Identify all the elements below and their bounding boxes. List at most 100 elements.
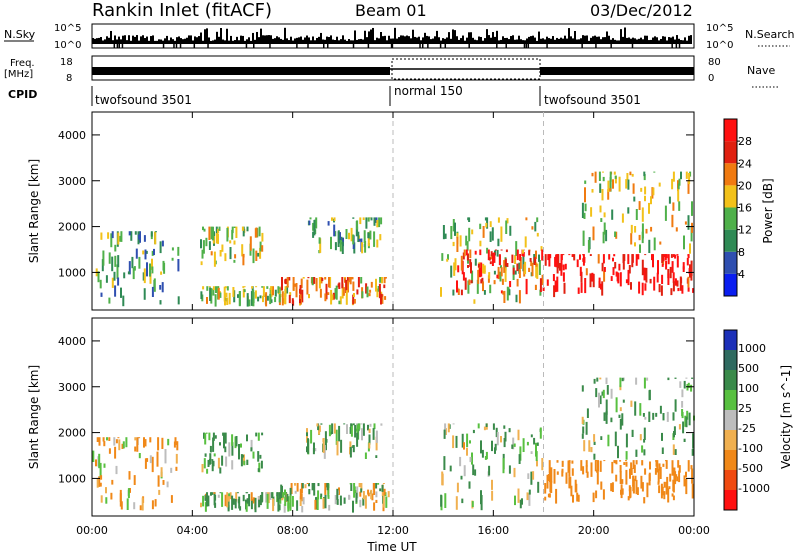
power-cell <box>278 287 281 303</box>
velocity-cell <box>373 423 376 430</box>
velocity-cell <box>673 467 676 483</box>
power-cell <box>341 241 344 254</box>
nsky-bar <box>378 38 380 44</box>
velocity-cell <box>352 423 355 426</box>
nsky-bar <box>108 37 110 44</box>
velocity-cell <box>635 377 638 385</box>
power-cell <box>464 277 467 290</box>
nsky-bar <box>376 37 378 44</box>
power-colorbar-swatch <box>724 273 737 296</box>
power-cell <box>255 286 258 288</box>
nsky-bar <box>640 37 642 44</box>
power-cell <box>515 241 518 256</box>
nsky-bar <box>612 38 614 44</box>
nsky-bar <box>94 38 96 44</box>
power-cell <box>217 228 220 233</box>
power-cell <box>457 265 460 273</box>
power-cell <box>630 282 632 290</box>
power-cell <box>457 288 460 295</box>
power-cell <box>667 254 670 265</box>
nsky-bar <box>614 39 616 44</box>
power-cell <box>638 234 641 241</box>
nsky-bar <box>464 40 466 44</box>
power-cell <box>360 277 363 284</box>
velocity-cell <box>209 453 212 461</box>
nsky-bar <box>586 35 588 44</box>
power-cell <box>159 285 162 290</box>
velocity-cell <box>614 431 617 447</box>
power-cell <box>262 286 265 297</box>
velocity-cell <box>610 417 613 423</box>
power-cell <box>652 254 654 268</box>
power-cell <box>108 252 111 264</box>
velocity-cell <box>211 459 214 464</box>
velocity-cell <box>661 432 663 441</box>
velocity-cell <box>95 459 97 467</box>
nsky-bar <box>672 36 674 44</box>
velocity-cell <box>209 459 211 465</box>
velocity-cell <box>334 495 337 505</box>
nsky-bar <box>348 39 350 44</box>
velocity-cell <box>284 496 287 506</box>
power-cell <box>490 251 493 256</box>
power-cell <box>610 276 613 281</box>
power-cell <box>499 271 502 282</box>
nsky-bar <box>448 32 450 44</box>
velocity-cell <box>548 460 551 474</box>
nsky-bar <box>474 39 476 44</box>
velocity-cell <box>246 498 249 504</box>
velocity-cell <box>606 385 609 395</box>
power-cell <box>577 287 580 294</box>
velocity-cell <box>257 468 260 472</box>
nsky-bar <box>580 38 582 44</box>
power-cell <box>489 221 492 227</box>
nsky-bar <box>428 36 430 44</box>
velocity-cell <box>122 441 125 449</box>
nsky-bar <box>120 39 122 44</box>
velocity-cell <box>371 493 374 501</box>
power-cell <box>634 242 636 247</box>
nsky-bar <box>332 39 334 44</box>
nsky-bar <box>642 39 644 44</box>
velocity-cell <box>485 451 488 460</box>
velocity-cell <box>316 423 319 427</box>
nsky-bar <box>532 35 534 44</box>
velocity-cell <box>561 470 564 477</box>
power-cell <box>155 231 157 233</box>
velocity-cell <box>217 457 220 469</box>
velocity-cell <box>221 455 224 466</box>
velocity-cell <box>227 493 230 502</box>
power-cell <box>206 286 209 291</box>
nsky-bar <box>618 40 620 44</box>
velocity-cell <box>683 380 686 389</box>
velocity-cell <box>118 439 121 451</box>
velocity-cell <box>350 424 353 437</box>
velocity-cell <box>669 473 672 482</box>
power-cell <box>625 279 628 284</box>
velocity-cell <box>685 479 688 495</box>
nsky-bar <box>394 27 396 44</box>
power-cell <box>676 254 679 256</box>
velocity-cell <box>617 445 619 459</box>
power-cell <box>613 254 616 257</box>
nsky-bar <box>186 37 188 44</box>
power-cell <box>231 226 234 234</box>
power-cell <box>560 264 563 276</box>
power-cell <box>311 277 314 286</box>
power-cell <box>289 292 292 296</box>
nsky-bar <box>566 38 568 44</box>
power-cell <box>450 226 453 240</box>
power-cell <box>688 268 691 275</box>
velocity-colorbar-tick-label: -500 <box>738 462 763 475</box>
nsky-bar <box>184 38 186 44</box>
velocity-cell <box>519 446 522 461</box>
nsky-bar <box>404 36 406 44</box>
power-cell <box>330 236 332 250</box>
velocity-cell <box>213 453 216 457</box>
velocity-cell <box>691 448 694 456</box>
x-tick-label: 04:00 <box>176 524 208 537</box>
power-cell <box>496 274 499 279</box>
velocity-cell <box>526 441 529 446</box>
nsky-bar <box>280 38 282 44</box>
